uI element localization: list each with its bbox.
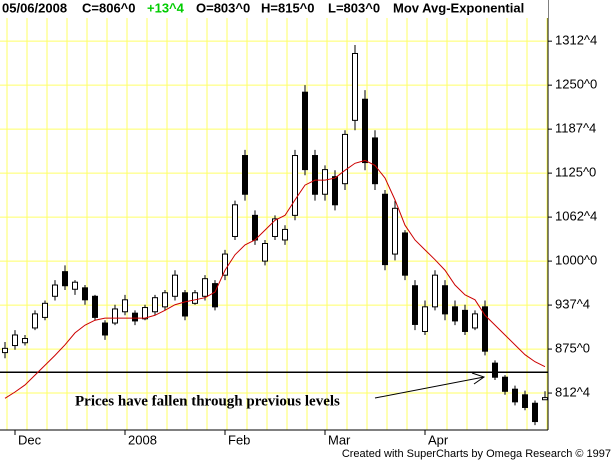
candle-body (82, 287, 88, 301)
candle-body (522, 394, 528, 408)
candle-body (342, 133, 348, 185)
candle-body (132, 312, 138, 322)
candle-body (452, 306, 458, 322)
candle-body (312, 155, 318, 195)
x-tick-label: 2008 (128, 432, 157, 447)
candle-body (192, 292, 198, 304)
footer: Created with SuperCharts by Omega Resear… (342, 448, 611, 460)
x-tick-label: Feb (228, 432, 250, 447)
candle-body (122, 299, 128, 313)
candle-body (252, 214, 258, 241)
candle-body (12, 334, 18, 347)
candle-body (462, 309, 468, 332)
candle-body (542, 397, 548, 401)
y-tick-label: 1312^4 (555, 33, 597, 48)
moving-average (4, 159, 546, 399)
candle-body (242, 155, 248, 195)
candle-body (412, 285, 418, 325)
candle-body (502, 376, 508, 392)
header-study: Mov Avg-Exponential (393, 0, 524, 15)
candle-body (352, 52, 358, 121)
candle-body (532, 402, 538, 423)
candle-body (262, 243, 268, 262)
candle-body (322, 169, 328, 195)
arrow-shaft (374, 376, 485, 399)
candle-body (272, 218, 278, 237)
candle-body (62, 271, 68, 287)
candle-body (102, 322, 108, 336)
y-tick-label: 812^4 (555, 384, 590, 399)
y-tick-label: 875^0 (555, 341, 590, 356)
candle-body (202, 278, 208, 297)
candle-body (2, 347, 8, 354)
candle-body (72, 281, 78, 290)
candle-body (22, 338, 28, 344)
marks (0, 45, 548, 426)
candle-body (232, 204, 238, 237)
candle-body (422, 306, 428, 332)
candle-body (32, 313, 38, 329)
x-tick-label: Dec (18, 432, 42, 447)
candle-body (52, 284, 58, 297)
header-change: +13^4 (147, 0, 185, 15)
candle-body (172, 274, 178, 297)
candle-body (292, 155, 298, 216)
y-tick-label: 1187^4 (555, 121, 596, 136)
candle-body (42, 302, 48, 318)
candle-body (92, 295, 98, 318)
candle-body (432, 274, 438, 308)
x-tick-label: Apr (428, 432, 449, 447)
header-close: C=806^0 (82, 0, 136, 15)
candle-body (182, 292, 188, 317)
header-high: H=815^0 (261, 0, 315, 15)
y-tick-label: 1250^0 (555, 77, 597, 92)
candle-body (362, 98, 368, 164)
y-tick-label: 1000^0 (555, 253, 597, 268)
header-low: L=803^0 (328, 0, 380, 15)
x-tick-label: Mar (328, 432, 351, 447)
candle-body (152, 297, 158, 313)
header-date: 05/06/2008 (2, 0, 67, 15)
candle-body (402, 232, 408, 276)
candle-body (482, 306, 488, 352)
arrow-head (471, 372, 486, 385)
y-tick-label: 1125^0 (555, 165, 596, 180)
candle-body (282, 228, 288, 241)
candle-body (162, 292, 168, 308)
candle-body (442, 285, 448, 315)
header-open: O=803^0 (196, 0, 250, 15)
candle-body (212, 283, 218, 308)
candle-body (492, 362, 498, 378)
grid (0, 0, 548, 430)
candle-body (372, 137, 378, 185)
candle-body (512, 388, 518, 403)
candle-body (332, 176, 338, 206)
y-tick-label: 1062^4 (555, 209, 597, 224)
candle-body (112, 308, 118, 324)
candle-body (302, 91, 308, 171)
candle-body (472, 313, 478, 329)
y-tick-label: 937^4 (555, 297, 590, 312)
annotation: Prices have fallen through previous leve… (75, 393, 340, 409)
header-bg (0, 0, 548, 18)
candle-body (382, 193, 388, 266)
candle-body (222, 253, 228, 276)
candle-body (392, 207, 398, 255)
candle-body (142, 307, 148, 320)
